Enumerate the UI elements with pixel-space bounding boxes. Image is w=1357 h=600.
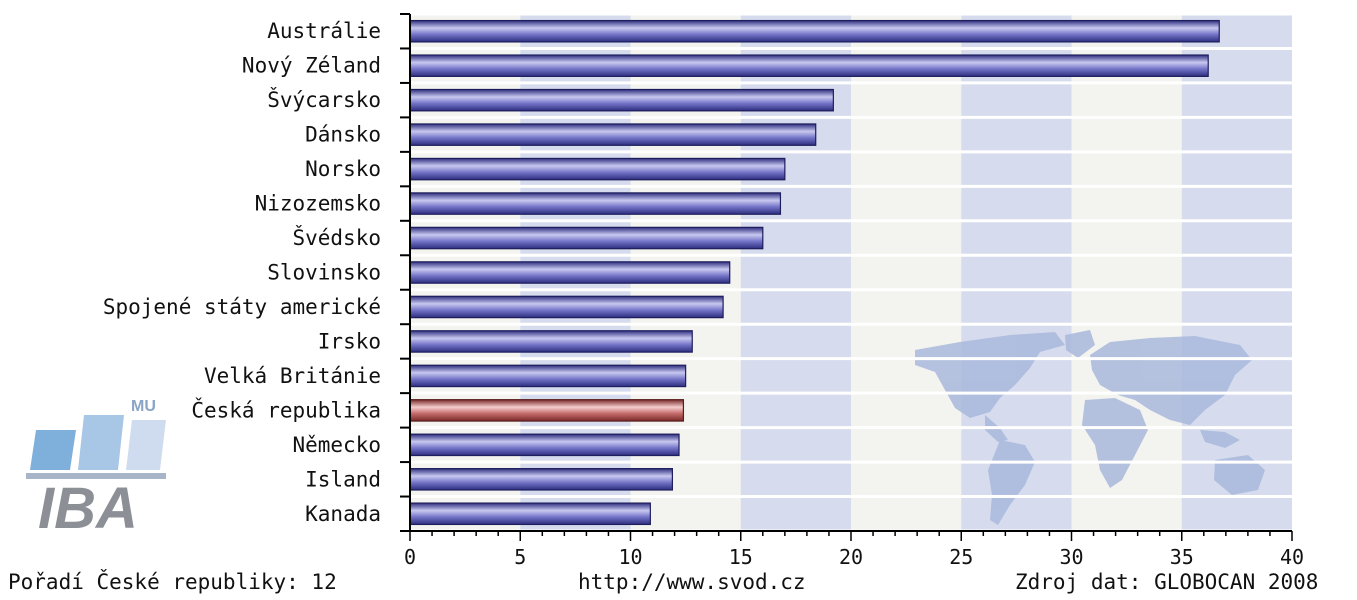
bar-12 bbox=[409, 433, 680, 457]
background-band bbox=[1181, 14, 1292, 531]
bar-6 bbox=[409, 226, 764, 250]
background-band bbox=[851, 14, 962, 531]
category-labels: Austrálie Nový Zéland Švýcarsko Dánsko Norsk… bbox=[103, 19, 381, 526]
x-tick-label: 5 bbox=[514, 545, 526, 569]
bar-5 bbox=[409, 192, 782, 215]
source-url: http://www.svod.cz bbox=[578, 570, 806, 594]
bars bbox=[409, 19, 1220, 526]
bar-10 bbox=[409, 364, 687, 388]
x-tick-label: 40 bbox=[1280, 545, 1304, 569]
data-source-text: Zdroj dat: GLOBOCAN 2008 bbox=[1015, 570, 1319, 594]
category-label: Švédsko bbox=[292, 225, 381, 250]
category-label: Slovinsko bbox=[267, 261, 381, 285]
x-tick-label: 0 bbox=[404, 545, 416, 569]
category-label: Německo bbox=[292, 433, 381, 457]
category-label: Kanada bbox=[305, 502, 381, 526]
bar-7 bbox=[409, 261, 731, 284]
iba-mu-logo: MU IBA bbox=[26, 398, 166, 535]
category-label: Česká republika bbox=[191, 397, 381, 422]
logo-main-text: IBA bbox=[38, 476, 138, 535]
bar-0 bbox=[409, 19, 1220, 43]
bar-14 bbox=[409, 502, 651, 526]
category-label: Spojené státy americké bbox=[103, 295, 381, 319]
bar-11 bbox=[409, 399, 685, 422]
category-label: Irsko bbox=[318, 329, 381, 353]
category-label: Velká Británie bbox=[204, 364, 381, 388]
x-tick-labels: 0 5 10 15 20 25 30 35 40 bbox=[404, 545, 1304, 569]
bar-4 bbox=[409, 157, 786, 181]
category-label: Dánsko bbox=[305, 123, 381, 147]
bar-8 bbox=[409, 295, 724, 319]
category-label: Island bbox=[305, 467, 381, 491]
x-tick-label: 25 bbox=[949, 545, 973, 569]
category-label: Nový Zéland bbox=[242, 54, 381, 78]
x-tick-label: 15 bbox=[729, 545, 753, 569]
category-label: Norsko bbox=[305, 157, 381, 181]
logo-sup-text: MU bbox=[131, 398, 156, 415]
category-label: Švýcarsko bbox=[267, 87, 381, 112]
axes bbox=[400, 13, 1293, 541]
x-tick-label: 20 bbox=[839, 545, 863, 569]
bar-9 bbox=[409, 330, 693, 353]
bar-2 bbox=[409, 88, 834, 112]
bar-1 bbox=[409, 54, 1209, 77]
x-tick-label: 35 bbox=[1170, 545, 1194, 569]
x-tick-label: 30 bbox=[1059, 545, 1083, 569]
category-label: Austrálie bbox=[267, 19, 381, 43]
bar-13 bbox=[409, 468, 673, 491]
rank-text: Pořadí České republiky: 12 bbox=[8, 570, 337, 594]
x-tick-label: 10 bbox=[618, 545, 642, 569]
bar-3 bbox=[409, 123, 817, 146]
category-label: Nizozemsko bbox=[255, 192, 381, 216]
